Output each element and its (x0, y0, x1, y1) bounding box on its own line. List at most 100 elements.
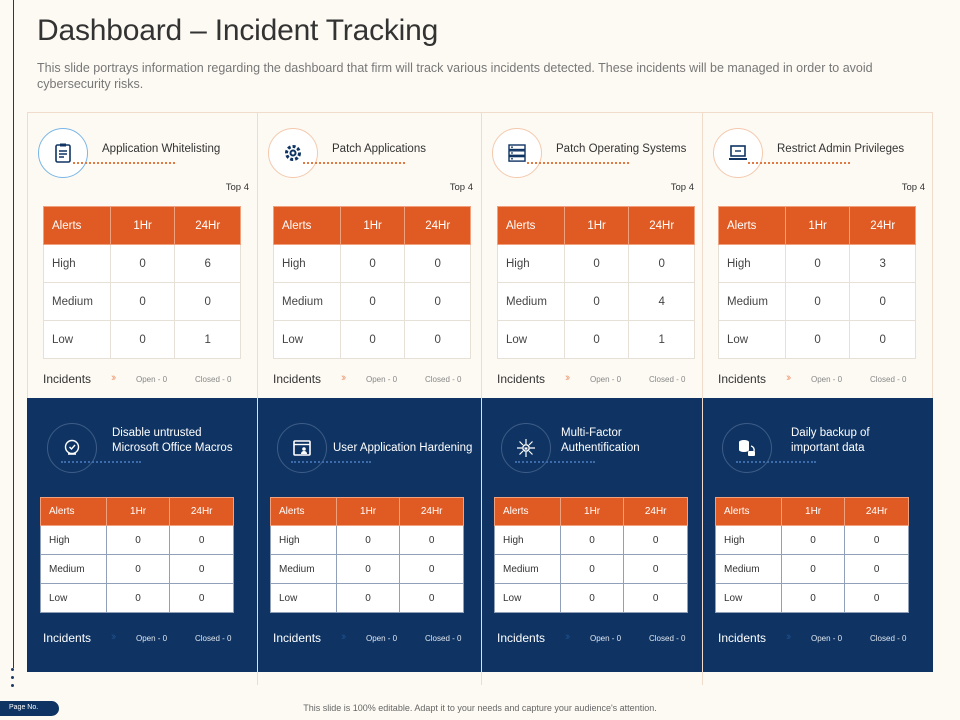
table-header-cell: 1Hr (780, 497, 846, 526)
network-lock-icon-badge (501, 423, 551, 473)
alert-count: 0 (563, 244, 630, 283)
alert-count: 0 (844, 583, 909, 613)
table-header-cell: Alerts (40, 497, 107, 526)
open-count: Open - 0 (366, 634, 398, 643)
closed-count: Closed - 0 (649, 634, 686, 643)
severity-label: High (718, 244, 786, 283)
severity-label: Medium (273, 282, 341, 321)
laptop-icon (729, 145, 747, 160)
alert-count: 0 (404, 282, 471, 321)
severity-label: Medium (715, 554, 782, 584)
table-row: Low 0 1 (497, 320, 695, 359)
severity-label: High (497, 244, 565, 283)
alert-count: 0 (844, 554, 909, 584)
severity-label: Medium (497, 282, 565, 321)
laptop-icon-badge (713, 128, 763, 178)
alerts-table: Alerts 1Hr 24Hr High 0 0 Medium 0 0 Low 0 0 (715, 497, 909, 613)
clipboard-icon (55, 143, 71, 163)
table-header-cell: 24Hr (174, 206, 241, 245)
table-header-row: Alerts 1Hr 24Hr (497, 206, 695, 245)
card-title: Patch Applications (332, 143, 426, 155)
divider (702, 398, 703, 685)
table-row: High 0 0 (273, 244, 471, 283)
open-count: Open - 0 (136, 634, 168, 643)
alert-count: 0 (105, 583, 171, 613)
table-header-cell: Alerts (43, 206, 111, 245)
table-header-cell: 1Hr (559, 497, 625, 526)
alert-count: 0 (335, 583, 401, 613)
table-header-cell: 1Hr (335, 497, 401, 526)
alert-count: 0 (559, 525, 625, 555)
alert-count: 6 (174, 244, 241, 283)
card-title: important data (791, 442, 865, 454)
table-header-cell: 1Hr (105, 497, 171, 526)
table-header-cell: 24Hr (404, 206, 471, 245)
open-count: Open - 0 (590, 375, 622, 384)
alert-count: 0 (844, 525, 909, 555)
alert-count: 0 (169, 554, 234, 584)
alert-count: 0 (784, 320, 851, 359)
incidents-label: Incidents (273, 372, 322, 386)
table-row: Low 0 0 (40, 583, 234, 613)
table-header-cell: 1Hr (784, 206, 851, 245)
table-row: High 0 0 (715, 525, 909, 555)
table-row: High 0 3 (718, 244, 916, 283)
severity-label: High (273, 244, 341, 283)
table-row: Low 0 1 (43, 320, 241, 359)
database-backup-icon (739, 440, 755, 456)
incidents-label: Incidents (718, 631, 767, 645)
table-row: Low 0 0 (273, 320, 471, 359)
open-count: Open - 0 (136, 375, 168, 384)
table-header-cell: Alerts (273, 206, 341, 245)
severity-label: High (270, 525, 337, 555)
severity-label: High (43, 244, 111, 283)
closed-count: Closed - 0 (870, 375, 907, 384)
shield-icon-badge (47, 423, 97, 473)
severity-label: Low (273, 320, 341, 359)
alert-count: 0 (335, 554, 401, 584)
alerts-table: Alerts 1Hr 24Hr High 0 0 Medium 0 0 Low 0 0 (273, 206, 471, 359)
alert-count: 0 (628, 244, 695, 283)
card-title: Multi-Factor (561, 427, 622, 439)
table-row: Medium 0 0 (273, 282, 471, 321)
alert-count: 0 (109, 282, 176, 321)
dotted-underline (736, 461, 816, 465)
divider (481, 112, 482, 398)
alert-count: 0 (169, 525, 234, 555)
table-row: Medium 0 0 (494, 554, 688, 584)
table-header-row: Alerts 1Hr 24Hr (273, 206, 471, 245)
closed-count: Closed - 0 (195, 375, 232, 384)
severity-label: Low (497, 320, 565, 359)
table-header-row: Alerts 1Hr 24Hr (43, 206, 241, 245)
chevron-right-icon: ›› (341, 372, 347, 384)
divider (257, 398, 258, 685)
severity-label: Low (40, 583, 107, 613)
table-header-cell: Alerts (715, 497, 782, 526)
top-4-label: Top 4 (449, 182, 473, 193)
dotted-underline (73, 162, 175, 166)
table-row: Low 0 0 (715, 583, 909, 613)
table-header-row: Alerts 1Hr 24Hr (718, 206, 916, 245)
alert-count: 0 (109, 320, 176, 359)
table-row: High 0 0 (40, 525, 234, 555)
alerts-table: Alerts 1Hr 24Hr High 0 3 Medium 0 0 Low 0 0 (718, 206, 916, 359)
chevron-right-icon: ›› (341, 631, 347, 643)
table-header-cell: 24Hr (628, 206, 695, 245)
divider (702, 112, 703, 398)
chevron-right-icon: ›› (565, 372, 571, 384)
user-window-icon (293, 440, 311, 456)
dotted-underline (61, 461, 141, 465)
top-4-label: Top 4 (670, 182, 694, 193)
chevron-right-icon: ›› (786, 631, 792, 643)
closed-count: Closed - 0 (425, 375, 462, 384)
card-title: Daily backup of (791, 427, 870, 439)
alert-count: 0 (780, 583, 846, 613)
table-header-cell: Alerts (718, 206, 786, 245)
alert-count: 0 (559, 554, 625, 584)
clipboard-icon-badge (38, 128, 88, 178)
table-header-cell: 24Hr (844, 497, 909, 526)
card-title: Application Whitelisting (102, 143, 221, 155)
table-row: Medium 0 0 (40, 554, 234, 584)
severity-label: High (40, 525, 107, 555)
alert-count: 0 (404, 320, 471, 359)
